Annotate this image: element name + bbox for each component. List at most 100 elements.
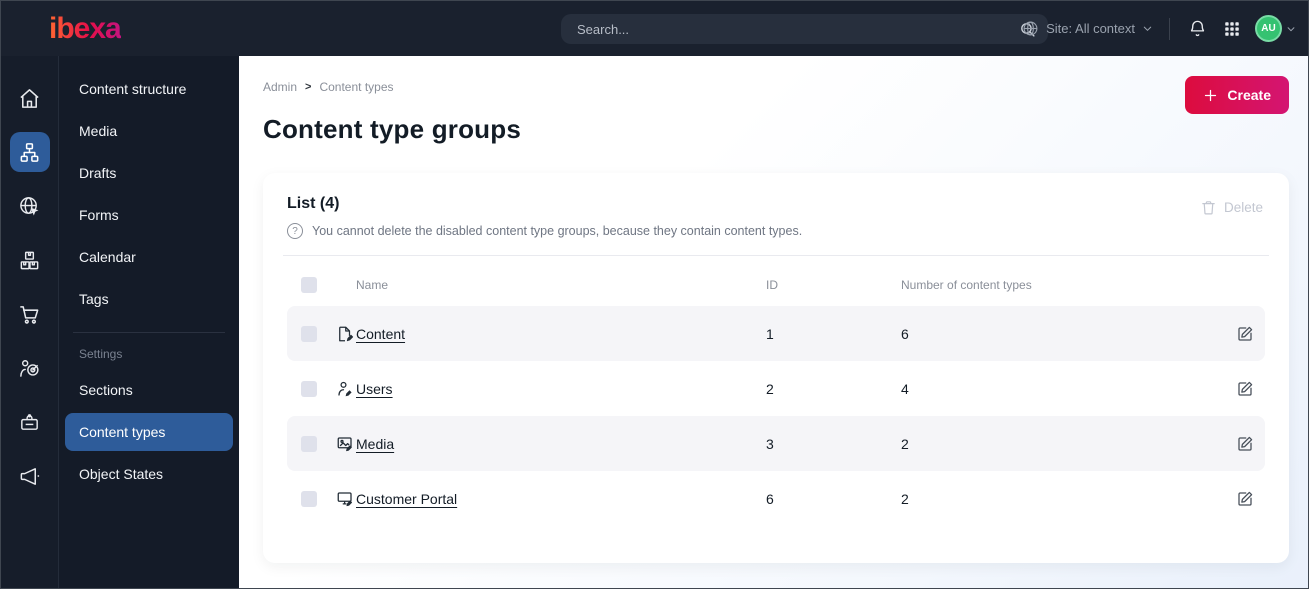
globe-icon	[1022, 20, 1039, 37]
user-menu[interactable]: AU	[1255, 15, 1296, 42]
table-row: Customer Portal 6 2	[287, 471, 1265, 526]
create-button[interactable]: Create	[1185, 76, 1289, 114]
sidebar-item-content-structure[interactable]: Content structure	[65, 70, 233, 108]
row-checkbox[interactable]	[301, 380, 317, 397]
group-count: 6	[901, 325, 909, 342]
file-edit-icon	[336, 325, 356, 343]
sidebar-item-tags[interactable]: Tags	[65, 280, 233, 318]
breadcrumb-content-types: Content types	[319, 80, 394, 94]
delete-button-label: Delete	[1223, 200, 1263, 215]
sidebar-item-object-states[interactable]: Object States	[65, 455, 233, 493]
rail-item-commerce[interactable]	[10, 294, 50, 334]
site-globe-icon	[18, 195, 41, 218]
edit-button[interactable]	[1225, 376, 1265, 402]
site-context-selector[interactable]: Site: All context	[1022, 20, 1153, 37]
column-header-id: ID	[766, 278, 778, 292]
list-card: List (4) ? You cannot delete the disable…	[263, 173, 1289, 563]
chevron-down-icon	[1142, 23, 1153, 34]
rail-item-product-catalog[interactable]	[10, 240, 50, 280]
bell-icon	[1188, 19, 1207, 38]
trash-icon	[1200, 199, 1217, 216]
row-checkbox[interactable]	[301, 490, 317, 507]
search-input[interactable]	[577, 21, 1019, 37]
sidebar-section-settings: Settings	[79, 347, 123, 361]
user-edit-icon	[336, 380, 356, 398]
edit-button[interactable]	[1225, 321, 1265, 347]
table-row: Media 3 2	[287, 416, 1265, 471]
card-header: List (4) ? You cannot delete the disable…	[287, 195, 1265, 239]
avatar[interactable]: AU	[1255, 15, 1282, 42]
page-title: Content type groups	[263, 114, 522, 144]
sidebar-divider	[73, 332, 225, 333]
topbar-divider	[1169, 17, 1170, 40]
group-link[interactable]: Content	[356, 325, 406, 342]
group-id: 2	[766, 380, 774, 397]
monitor-edit-icon	[336, 490, 356, 508]
column-header-name: Name	[356, 278, 389, 292]
content-tree-icon	[18, 141, 41, 164]
rail-item-campaign[interactable]	[10, 456, 50, 496]
chevron-down-icon	[1286, 24, 1296, 34]
group-id: 1	[766, 325, 774, 342]
breadcrumb-admin[interactable]: Admin	[263, 80, 298, 94]
group-id: 3	[766, 435, 774, 452]
helper-text: You cannot delete the disabled content t…	[312, 224, 803, 238]
card-divider	[283, 255, 1269, 256]
sidebar-item-content-types[interactable]: Content types	[65, 413, 233, 451]
group-link[interactable]: Users	[356, 380, 393, 397]
group-link[interactable]: Customer Portal	[356, 490, 458, 507]
app-grid-icon	[1223, 20, 1241, 38]
group-count: 2	[901, 435, 909, 452]
sidebar-item-media[interactable]: Media	[65, 112, 233, 150]
edit-button[interactable]	[1225, 431, 1265, 457]
app-switcher-button[interactable]	[1221, 18, 1243, 40]
briefcase-icon	[18, 411, 41, 434]
global-search[interactable]	[561, 14, 1048, 44]
sidebar-menu: Content structure Media Drafts Forms Cal…	[59, 56, 239, 588]
group-id: 6	[766, 490, 774, 507]
list-title: List (4)	[287, 195, 340, 212]
create-button-label: Create	[1227, 87, 1271, 103]
boxes-icon	[18, 249, 41, 272]
rail-item-personalization[interactable]	[10, 348, 50, 388]
ibexa-logo: ibexa	[49, 11, 122, 45]
topbar-actions: Site: All context	[1022, 1, 1296, 56]
breadcrumb-separator: >	[305, 81, 312, 93]
site-context-label: Site: All context	[1046, 21, 1135, 36]
table-header: Name ID Number of content types	[287, 264, 1265, 306]
image-edit-icon	[336, 435, 356, 453]
rail-item-site[interactable]	[10, 186, 50, 226]
sidebar-item-calendar[interactable]: Calendar	[65, 238, 233, 276]
group-count: 2	[901, 490, 909, 507]
table-row: Users 2 4	[287, 361, 1265, 416]
helper-text-row: ? You cannot delete the disabled content…	[287, 223, 802, 239]
column-header-count: Number of content types	[901, 278, 1032, 292]
group-count: 4	[901, 380, 909, 397]
notifications-button[interactable]	[1186, 17, 1209, 40]
app-body: Content structure Media Drafts Forms Cal…	[1, 56, 1308, 588]
breadcrumb: Admin > Content types	[263, 80, 1289, 94]
sidebar-item-drafts[interactable]: Drafts	[65, 154, 233, 192]
main-content: Admin > Content types Create Content typ…	[239, 56, 1308, 588]
table-row: Content 1 6	[287, 306, 1265, 361]
help-icon: ?	[287, 223, 303, 239]
plus-icon	[1203, 88, 1218, 103]
home-icon	[18, 87, 41, 110]
cart-icon	[18, 303, 41, 326]
rail-item-content[interactable]	[9, 132, 50, 172]
select-all-checkbox[interactable]	[301, 277, 317, 293]
rail-item-workspace[interactable]	[10, 402, 50, 442]
edit-button[interactable]	[1225, 486, 1265, 512]
topbar: ibexa Site: All context	[1, 1, 1308, 56]
row-checkbox[interactable]	[301, 435, 317, 452]
group-link[interactable]: Media	[356, 435, 395, 452]
rail-item-home[interactable]	[10, 78, 50, 118]
card-header-text: List (4) ? You cannot delete the disable…	[287, 195, 802, 239]
personalization-icon	[18, 357, 41, 380]
delete-button[interactable]: Delete	[1198, 195, 1265, 220]
sidebar-item-forms[interactable]: Forms	[65, 196, 233, 234]
sidebar-item-sections[interactable]: Sections	[65, 371, 233, 409]
row-checkbox[interactable]	[301, 325, 317, 342]
megaphone-icon	[18, 465, 41, 488]
